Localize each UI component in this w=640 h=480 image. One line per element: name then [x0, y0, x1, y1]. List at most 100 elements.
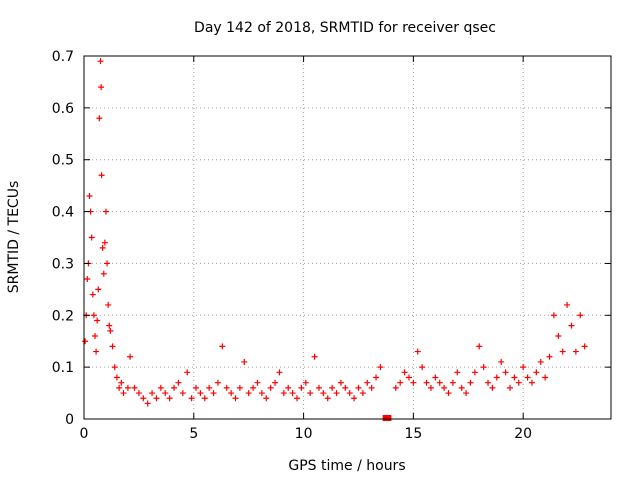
- data-point: [118, 379, 125, 386]
- plot-area-border: [83, 55, 612, 420]
- x-tick-label: 15: [404, 426, 422, 442]
- data-point: [502, 369, 509, 376]
- data-point: [485, 379, 492, 386]
- data-point: [201, 395, 208, 402]
- data-point: [98, 84, 105, 91]
- data-point: [285, 384, 292, 391]
- data-point: [250, 384, 257, 391]
- y-tick-label: 0.7: [52, 49, 74, 65]
- data-point: [144, 400, 151, 407]
- data-point: [432, 374, 439, 381]
- data-point: [493, 374, 500, 381]
- data-point: [90, 312, 97, 319]
- data-point: [423, 379, 430, 386]
- data-point: [214, 379, 221, 386]
- data-point: [445, 390, 452, 397]
- data-point: [405, 374, 412, 381]
- data-point: [441, 384, 448, 391]
- data-point: [124, 384, 131, 391]
- data-point: [463, 390, 470, 397]
- data-points: [82, 58, 588, 421]
- data-point: [533, 369, 540, 376]
- data-point: [171, 384, 178, 391]
- data-point: [311, 353, 318, 360]
- data-point: [93, 348, 100, 355]
- data-point: [471, 369, 478, 376]
- data-point: [254, 379, 261, 386]
- data-point: [572, 348, 579, 355]
- data-point: [91, 333, 98, 340]
- data-point: [467, 379, 474, 386]
- data-point: [324, 395, 331, 402]
- data-point: [149, 390, 156, 397]
- data-point: [153, 395, 160, 402]
- data-point: [162, 390, 169, 397]
- data-point: [140, 395, 147, 402]
- data-point: [175, 379, 182, 386]
- data-point: [88, 234, 95, 241]
- data-point: [113, 374, 120, 381]
- data-point: [276, 369, 283, 376]
- data-point: [107, 327, 114, 334]
- data-point: [550, 312, 557, 319]
- data-point: [102, 208, 109, 215]
- data-point: [342, 384, 349, 391]
- data-point: [105, 301, 112, 308]
- data-point: [581, 343, 588, 350]
- data-point: [298, 384, 305, 391]
- data-point: [524, 374, 531, 381]
- data-point: [241, 358, 248, 365]
- data-point: [458, 384, 465, 391]
- data-point: [206, 384, 213, 391]
- data-point: [528, 379, 535, 386]
- data-point: [210, 390, 217, 397]
- axis-ticks: 0 5 10 15 20 0 0.1 0.2 0.3 0.4 0.5 0.6 0.7: [52, 49, 611, 442]
- data-point: [179, 390, 186, 397]
- data-point: [392, 384, 399, 391]
- data-point: [359, 390, 366, 397]
- data-point: [89, 291, 96, 298]
- data-point: [188, 395, 195, 402]
- data-point: [373, 374, 380, 381]
- data-point: [546, 353, 553, 360]
- y-tick-label: 0: [65, 412, 74, 428]
- data-point: [100, 270, 107, 277]
- y-tick-label: 0.4: [52, 205, 74, 221]
- data-point: [559, 348, 566, 355]
- data-point: [258, 390, 265, 397]
- data-point: [127, 353, 134, 360]
- data-point: [320, 390, 327, 397]
- data-point: [476, 343, 483, 350]
- data-point: [568, 322, 575, 329]
- data-point: [577, 312, 584, 319]
- data-point: [86, 193, 93, 200]
- data-point: [293, 395, 300, 402]
- data-point: [98, 172, 105, 179]
- y-tick-label: 0.2: [52, 308, 74, 324]
- data-point: [489, 384, 496, 391]
- data-point: [410, 379, 417, 386]
- data-point: [120, 390, 127, 397]
- data-point: [555, 333, 562, 340]
- data-point: [302, 379, 309, 386]
- data-point: [498, 358, 505, 365]
- data-point: [289, 390, 296, 397]
- data-point: [511, 374, 518, 381]
- data-point: [95, 286, 102, 293]
- data-point: [364, 379, 371, 386]
- data-point: [329, 384, 336, 391]
- data-point: [267, 384, 274, 391]
- data-point: [135, 390, 142, 397]
- data-point: [449, 379, 456, 386]
- data-point: [94, 317, 101, 324]
- data-point: [564, 301, 571, 308]
- chart-title: Day 142 of 2018, SRMTID for receiver qse…: [194, 20, 496, 36]
- data-point: [436, 379, 443, 386]
- data-point: [166, 395, 173, 402]
- x-tick-label: 5: [189, 426, 198, 442]
- data-point: [351, 395, 358, 402]
- data-point: [419, 364, 426, 371]
- data-point: [263, 395, 270, 402]
- data-point: [111, 364, 118, 371]
- data-point: [219, 343, 226, 350]
